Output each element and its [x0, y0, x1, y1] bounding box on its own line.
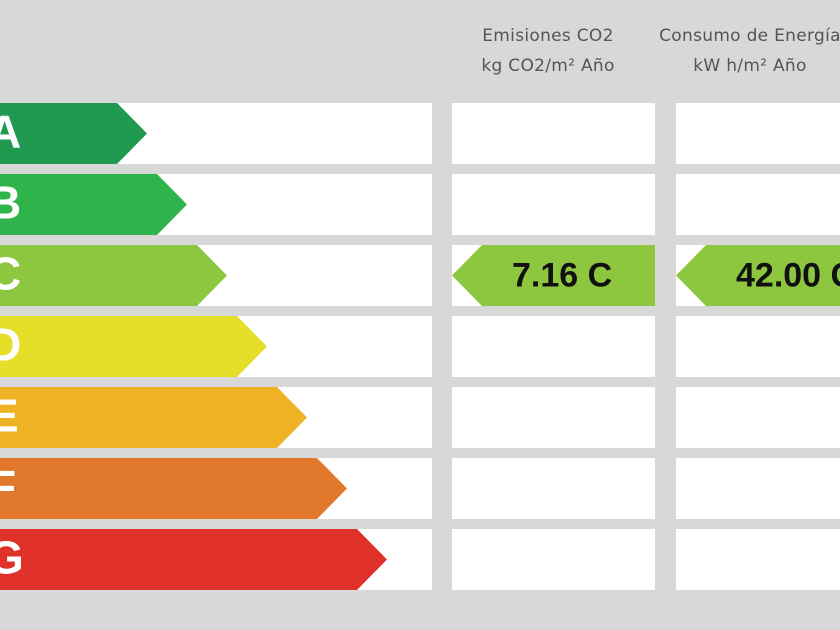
column-title: Consumo de Energía [659, 26, 840, 46]
value-cell [676, 458, 840, 519]
value-label: 42.00 C [736, 256, 840, 294]
rating-letter: D [0, 319, 21, 371]
rating-letter: A [0, 106, 21, 158]
value-cell [676, 529, 840, 590]
value-cell [452, 458, 655, 519]
value-cell [676, 103, 840, 164]
value-arrow [452, 245, 655, 306]
column-title: Emisiones CO2 [482, 26, 613, 46]
value-cell [452, 529, 655, 590]
column-unit: kW h/m² Año [693, 56, 806, 76]
value-cell [676, 387, 840, 448]
value-cell [452, 174, 655, 235]
rating-arrow [0, 458, 347, 519]
column-unit: kg CO2/m² Año [481, 56, 614, 76]
rating-letter: C [0, 248, 21, 300]
rating-arrow [0, 174, 187, 235]
rating-letter: F [0, 461, 16, 513]
value-cell [452, 103, 655, 164]
rating-arrow [0, 316, 267, 377]
value-arrow [676, 245, 840, 306]
value-cell [676, 316, 840, 377]
value-label: 7.16 C [512, 256, 612, 294]
rating-arrow [0, 529, 387, 590]
rating-letter: E [0, 390, 19, 442]
value-cell [452, 316, 655, 377]
rating-arrow [0, 103, 147, 164]
rating-arrow [0, 245, 227, 306]
rating-letter: B [0, 177, 21, 229]
value-cell [452, 387, 655, 448]
rating-arrow [0, 387, 307, 448]
rating-letter: G [0, 532, 24, 584]
value-cell [676, 174, 840, 235]
